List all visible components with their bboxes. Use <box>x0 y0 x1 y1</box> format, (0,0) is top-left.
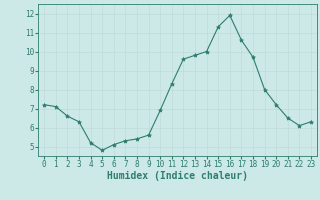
X-axis label: Humidex (Indice chaleur): Humidex (Indice chaleur) <box>107 171 248 181</box>
